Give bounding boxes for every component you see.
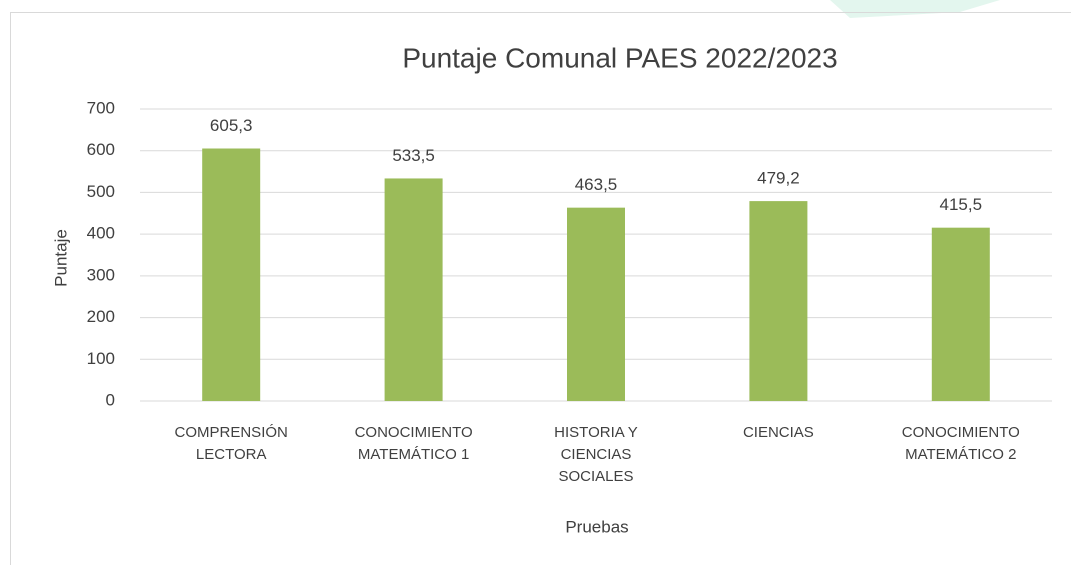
chart-border xyxy=(10,12,1071,565)
y-axis-label: Puntaje xyxy=(51,229,70,287)
x-tick-label: CONOCIMIENTO MATEMÁTICO 1 xyxy=(354,424,473,463)
data-label: 415,5 xyxy=(940,195,983,214)
x-tick-label: COMPRENSIÓN LECTORA xyxy=(174,424,288,463)
y-tick-label: 100 xyxy=(87,349,115,368)
bar xyxy=(931,227,990,401)
y-tick-label: 500 xyxy=(87,182,115,201)
decoration xyxy=(830,0,1000,18)
data-label: 605,3 xyxy=(210,116,253,135)
x-tick-label: HISTORIA Y CIENCIAS SOCIALES xyxy=(554,424,638,485)
x-axis-label: Pruebas xyxy=(565,517,628,536)
y-tick-label: 300 xyxy=(87,265,115,284)
y-tick-label: 400 xyxy=(87,224,115,243)
y-tick-label: 200 xyxy=(87,307,115,326)
data-label: 463,5 xyxy=(575,175,618,194)
data-label: 533,5 xyxy=(392,146,435,165)
bar xyxy=(202,148,261,401)
y-tick-label: 700 xyxy=(87,98,115,117)
chart-title: Puntaje Comunal PAES 2022/2023 xyxy=(402,42,837,73)
x-tick-label: CIENCIAS xyxy=(742,424,814,441)
y-tick-label: 600 xyxy=(87,140,115,159)
y-tick-label: 0 xyxy=(106,390,115,409)
bar xyxy=(384,178,443,401)
x-tick-label: CONOCIMIENTO MATEMÁTICO 2 xyxy=(901,424,1020,463)
data-label: 479,2 xyxy=(757,169,800,188)
bar xyxy=(749,201,808,401)
bar xyxy=(567,207,625,401)
